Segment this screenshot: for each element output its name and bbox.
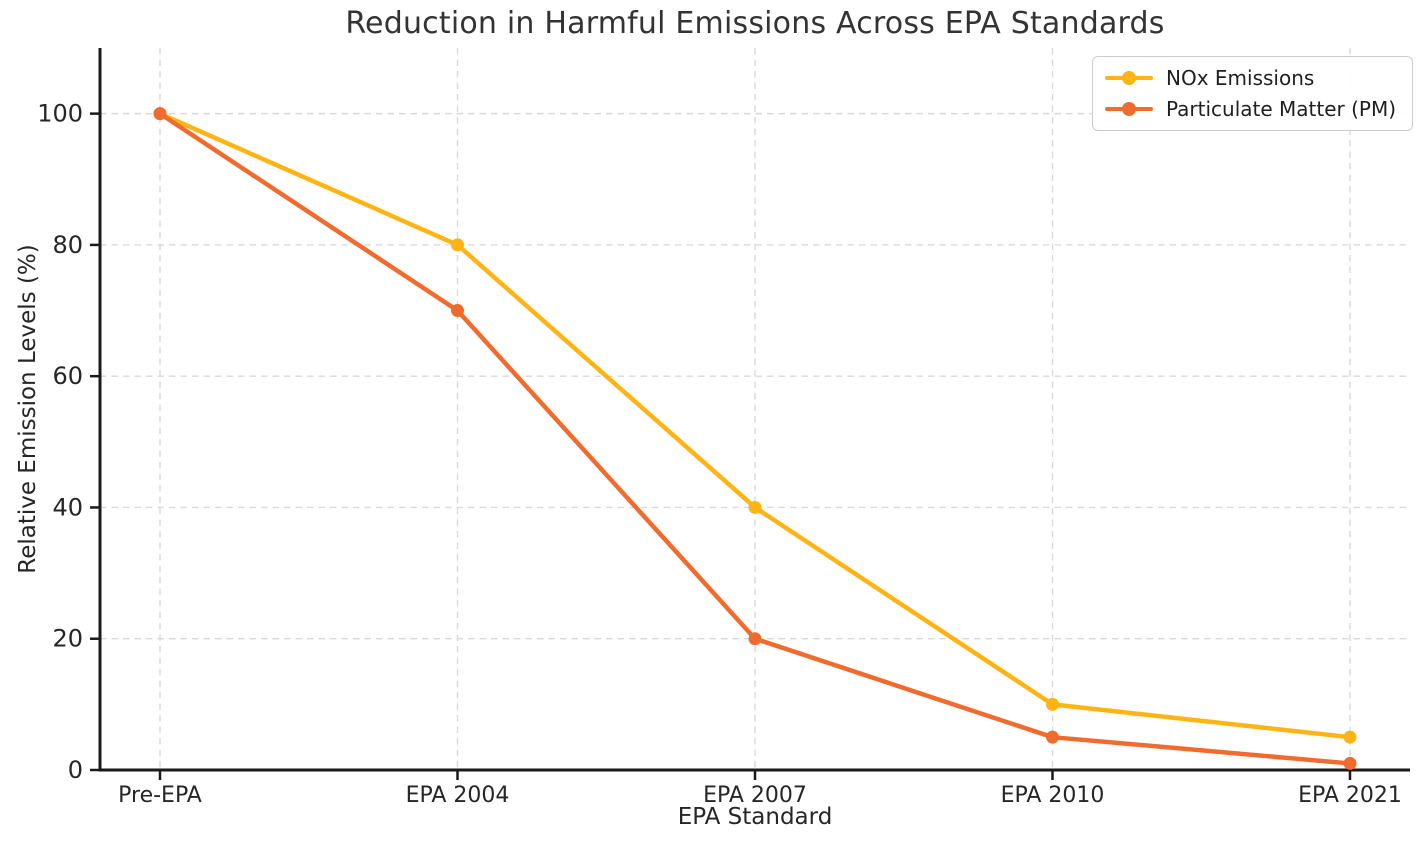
chart-title: Reduction in Harmful Emissions Across EP… (345, 6, 1165, 41)
legend-label: NOx Emissions (1166, 66, 1315, 90)
y-tick-label: 40 (52, 493, 83, 521)
data-point-marker (748, 500, 762, 514)
y-tick-label: 0 (68, 756, 83, 784)
data-point-marker (1343, 756, 1357, 770)
legend-label: Particulate Matter (PM) (1166, 97, 1397, 121)
x-tick-label: EPA 2021 (1298, 783, 1402, 808)
legend: NOx Emissions Particulate Matter (PM) (1092, 56, 1414, 131)
x-tick-label: EPA 2004 (406, 783, 510, 808)
data-point-marker (748, 632, 762, 646)
data-point-marker (1343, 730, 1357, 744)
y-tick-label: 60 (52, 362, 83, 390)
legend-item-1: Particulate Matter (PM) (1105, 97, 1396, 121)
legend-line-marker-icon (1105, 71, 1153, 85)
legend-item-0: NOx Emissions (1105, 66, 1396, 90)
y-tick-label: 100 (37, 100, 83, 128)
x-tick-label: EPA 2007 (703, 783, 807, 808)
data-point-marker (1046, 730, 1059, 744)
x-tick-label: Pre-EPA (118, 783, 202, 808)
data-point-marker (451, 238, 464, 252)
legend-line-marker-icon (1105, 102, 1153, 116)
y-tick-label: 20 (52, 625, 83, 653)
x-tick-label: EPA 2010 (1001, 783, 1105, 808)
y-axis-label: Relative Emission Levels (%) (15, 244, 41, 574)
data-point-marker (1046, 697, 1059, 711)
x-axis-label: EPA Standard (677, 804, 833, 830)
data-point-marker (451, 304, 464, 318)
data-point-marker (153, 107, 167, 121)
y-tick-label: 80 (52, 231, 83, 259)
